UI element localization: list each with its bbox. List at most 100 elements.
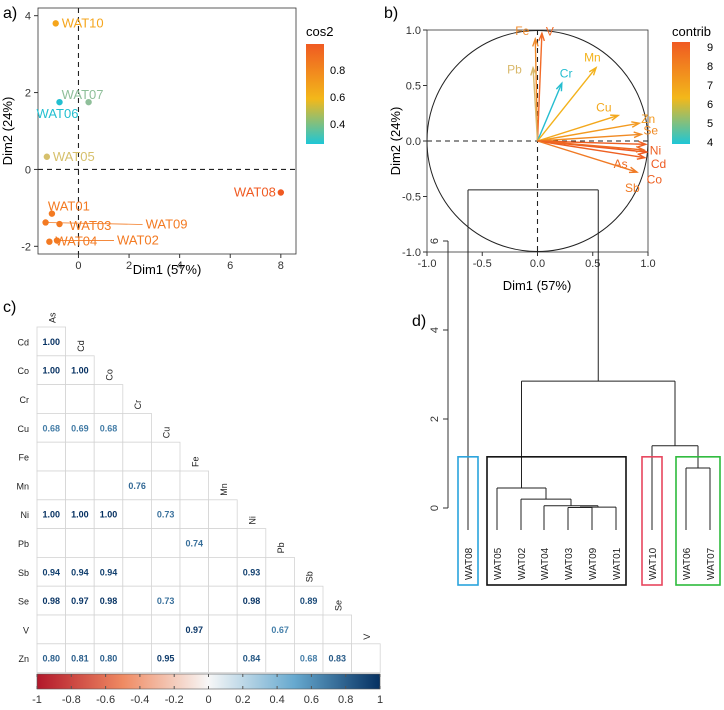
panel-c-cell-value: 1.00 [43,510,61,520]
panel-c-cell-value: 0.80 [43,654,61,664]
panel-a-point-label: WAT02 [117,233,159,248]
panel-b-ylabel: Dim2 (24%) [388,107,403,176]
panel-c-cell [150,557,181,587]
panel-c-row-label: V [23,625,29,635]
panel-c-col-label: V [362,634,372,640]
panel-a-xtick-label: 2 [126,260,132,272]
panel-d-leaf-label: WAT07 [706,547,717,580]
panel-c-row-label: Sb [18,568,29,578]
panel-c-cell [179,557,210,587]
panel-a-xlabel: Dim1 (57%) [133,262,202,277]
panel-a-xtick-label: 4 [177,260,183,272]
panel-c-cell [150,528,181,558]
panel-c-colorbar-label: 0.6 [304,694,319,706]
panel-a-point [277,189,285,196]
panel-c-cell [208,528,238,558]
panel-d-ytick-label: 6 [429,238,441,244]
panel-c-cell-value: 0.97 [186,625,204,635]
panel-b-arrow-label: Fe [515,24,529,38]
panel-b-arrow-head [588,66,598,76]
panel-b-ytick-label: 1.0 [406,25,421,37]
panel-c-cell [208,499,238,529]
panel-b-legend-tick: 8 [707,61,713,73]
panel-d-cluster-box [486,456,627,586]
panel-c-cell-value: 0.84 [243,654,261,664]
panel-d-leaf-label: WAT01 [612,547,623,580]
panel-c-cell [65,528,95,558]
panel-a-legend-tick: 0.8 [330,65,345,77]
panel-c-cell-value: 0.73 [157,596,175,606]
panel-c-cell [93,384,124,414]
panel-c-cell-value: 0.89 [300,596,318,606]
panel-c-cell-value: 0.80 [100,654,118,664]
panel-a-ytick-label: 4 [25,11,31,23]
panel-c-cell [36,499,67,529]
panel-c-cell [36,412,67,443]
panel-a-point-label: WAT05 [53,149,95,164]
panel-b-arrow-head [538,31,546,42]
panel-b-arrow-label: Cr [560,66,573,80]
panel-c-cell-value: 0.73 [157,510,175,520]
panel-c-colorbar-label: 0.8 [338,694,353,706]
panel-a-point-label: WAT01 [48,199,90,214]
panel-a-legend-tick: 0.4 [330,119,345,131]
panel-c-cell-value: 1.00 [43,366,61,376]
panel-b-ytick-label: -0.5 [402,192,421,204]
panel-b-legend-tick: 7 [707,80,713,92]
panel-b-arrow-label: Cu [596,100,611,114]
panel-c-colorbar-label: -0.8 [62,694,81,706]
panel-b-arrow-head [636,153,647,160]
panel-c-cell-value: 1.00 [100,510,118,520]
panel-b-arrow-shaft [537,140,646,146]
panel-b-ytick-label: 0.5 [406,81,421,93]
panel-d-ytick-label: 2 [429,416,441,422]
panel-a-label-leader [45,222,143,225]
panel-b-ytick-label: -1.0 [402,247,421,259]
panel-d-leaf-label: WAT10 [648,547,659,580]
panel-b-ytick-label: 0.0 [406,136,421,148]
panel-a-point [56,98,63,106]
panel-c-colorbar-label: -1 [32,694,42,706]
panel-c-cell [122,557,152,587]
panel-a-point-label: WAT06 [37,106,79,121]
panel-c-cell-value: 0.68 [43,423,61,433]
panel-a-point-label: WAT09 [146,216,188,231]
panel-c-cell [265,557,295,587]
panel-b-arrow-head [635,145,646,153]
panel-c-cell [322,614,353,645]
panel-c-cell [351,643,381,673]
panel-b-correlation-circle: b) -1.0 -0.5 0.0 0.5 1.0 -1.0 -0.5 0.0 0.5 1.0 Fe… [384,5,713,293]
panel-a-ytick-label: -2 [21,241,31,253]
panel-b-legend-tick: 4 [707,137,713,149]
panel-a-point-label: WAT07 [62,87,104,102]
panel-b-arrow-label: V [546,24,554,38]
panel-b-arrow-shaft [537,140,638,173]
panel-c-cell [122,643,152,673]
panel-b-arrow-shaft [537,114,619,142]
panel-c-row-label: Se [18,597,29,607]
panel-d-leaf-label: WAT05 [493,547,504,580]
panel-d-cluster-box [457,456,479,586]
panel-c-cell [93,557,124,587]
panel-b-arrow-shaft [537,133,642,142]
panel-b-xtick-label: 0.5 [585,258,600,270]
panel-c-cell [65,412,95,443]
panel-a-point [48,210,56,217]
panel-c-cell [65,614,95,645]
panel-b-arrow-label: Ni [650,143,661,157]
panel-c-cell [93,441,124,472]
panel-c-cell [179,643,210,673]
panel-a-legend-tick: 0.6 [330,92,345,104]
panel-c-cell-value: 0.69 [71,423,89,433]
panel-c-cell [93,528,124,558]
panel-c-cell [36,557,67,587]
panel-c-cell-value: 0.81 [71,654,89,664]
panel-c-cell [208,614,238,645]
panel-b-label: b) [384,5,398,22]
panel-c-cell [122,412,152,443]
panel-b-legend-tick: 9 [707,42,713,54]
panel-b-arrow-head [532,36,539,47]
panel-c-cell [65,441,95,472]
panel-c-cell [65,470,95,501]
panel-c-cell [150,441,181,472]
